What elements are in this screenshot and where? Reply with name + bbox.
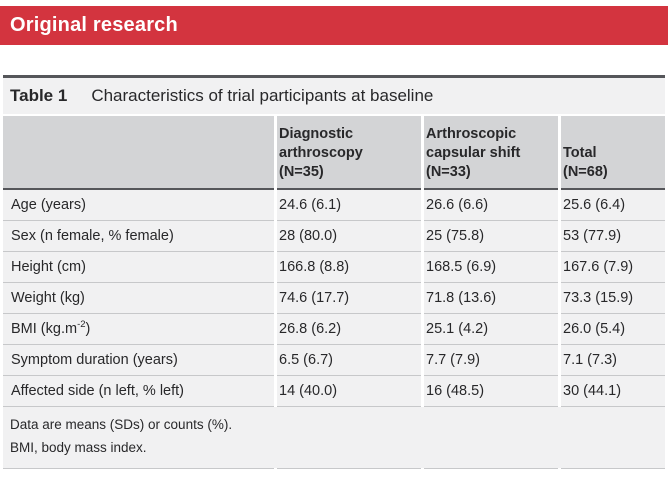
article-type-label: Original research (10, 14, 178, 36)
cell-value: 26.8 (6.2) (277, 314, 421, 346)
row-label-text: Sex (n female, % female) (11, 228, 174, 245)
article-type-banner: Original research (0, 6, 668, 45)
cell-value: 30 (44.1) (561, 376, 665, 408)
table-row: Symptom duration (years) 6.5 (6.7) 7.7 (… (3, 345, 665, 377)
table-bottom-rule (3, 468, 665, 470)
cell-value: 24.6 (6.1) (277, 190, 421, 222)
column-header-empty (3, 116, 274, 191)
row-label-text: BMI (kg.m (11, 321, 78, 338)
cell-value: 167.6 (7.9) (561, 252, 665, 284)
row-label-text: Symptom duration (years) (11, 352, 178, 369)
row-label-end: ) (85, 321, 91, 338)
cell-value: 25.1 (4.2) (424, 314, 558, 346)
cell-value: 74.6 (17.7) (277, 283, 421, 315)
cell-value: 166.8 (8.8) (277, 252, 421, 284)
table-header-row: Diagnostic arthroscopy (N=35) Arthroscop… (3, 116, 665, 191)
cell-value: 25.6 (6.4) (561, 190, 665, 222)
rule-segment (424, 468, 558, 470)
rule-segment (561, 468, 665, 470)
cell-value: 168.5 (6.9) (424, 252, 558, 284)
column-header-arthroscopic-capsular-shift: Arthroscopic capsular shift (N=33) (424, 116, 558, 191)
row-label: Sex (n female, % female) (3, 221, 274, 253)
row-label-text: Affected side (n left, % left) (11, 383, 185, 400)
row-label-superscript: -2 (77, 319, 86, 331)
table-footnotes: Data are means (SDs) or counts (%). BMI,… (3, 407, 665, 469)
cell-value: 7.7 (7.9) (424, 345, 558, 377)
table-row: Age (years) 24.6 (6.1) 26.6 (6.6) 25.6 (… (3, 190, 665, 222)
table-row: Affected side (n left, % left) 14 (40.0)… (3, 376, 665, 408)
table-row: Weight (kg) 74.6 (17.7) 71.8 (13.6) 73.3… (3, 283, 665, 315)
row-label: Height (cm) (3, 252, 274, 284)
rule-segment (277, 468, 421, 470)
rule-segment (3, 468, 274, 470)
cell-value: 6.5 (6.7) (277, 345, 421, 377)
cell-value: 26.0 (5.4) (561, 314, 665, 346)
footnote-abbreviation: BMI, body mass index. (10, 440, 147, 456)
table-row: Height (cm) 166.8 (8.8) 168.5 (6.9) 167.… (3, 252, 665, 284)
row-label-text: Weight (kg) (11, 290, 85, 307)
table-number: Table 1 (10, 86, 68, 105)
row-label: BMI (kg.m-2) (3, 314, 274, 346)
table-caption: Table 1 Characteristics of trial particip… (3, 75, 665, 116)
column-header-diagnostic-arthroscopy: Diagnostic arthroscopy (N=35) (277, 116, 421, 191)
column-header-total: Total (N=68) (561, 116, 665, 191)
cell-value: 26.6 (6.6) (424, 190, 558, 222)
cell-value: 25 (75.8) (424, 221, 558, 253)
table-container: Table 1 Characteristics of trial particip… (0, 75, 668, 470)
row-label: Age (years) (3, 190, 274, 222)
row-label: Symptom duration (years) (3, 345, 274, 377)
table-caption-row: Table 1 Characteristics of trial particip… (3, 75, 665, 116)
table-row: BMI (kg.m-2) 26.8 (6.2) 25.1 (4.2) 26.0 … (3, 314, 665, 346)
row-label: Weight (kg) (3, 283, 274, 315)
row-label-text: Age (years) (11, 197, 86, 214)
cell-value: 71.8 (13.6) (424, 283, 558, 315)
table-row: Sex (n female, % female) 28 (80.0) 25 (7… (3, 221, 665, 253)
cell-value: 28 (80.0) (277, 221, 421, 253)
row-label: Affected side (n left, % left) (3, 376, 274, 408)
footnote-data-description: Data are means (SDs) or counts (%). (10, 417, 233, 433)
cell-value: 7.1 (7.3) (561, 345, 665, 377)
table-footnote-row: Data are means (SDs) or counts (%). BMI,… (3, 407, 665, 469)
cell-value: 16 (48.5) (424, 376, 558, 408)
cell-value: 14 (40.0) (277, 376, 421, 408)
baseline-characteristics-table: Table 1 Characteristics of trial particip… (0, 75, 668, 470)
row-label-text: Height (cm) (11, 259, 86, 276)
cell-value: 53 (77.9) (561, 221, 665, 253)
table-title: Characteristics of trial participants at… (91, 86, 434, 105)
cell-value: 73.3 (15.9) (561, 283, 665, 315)
